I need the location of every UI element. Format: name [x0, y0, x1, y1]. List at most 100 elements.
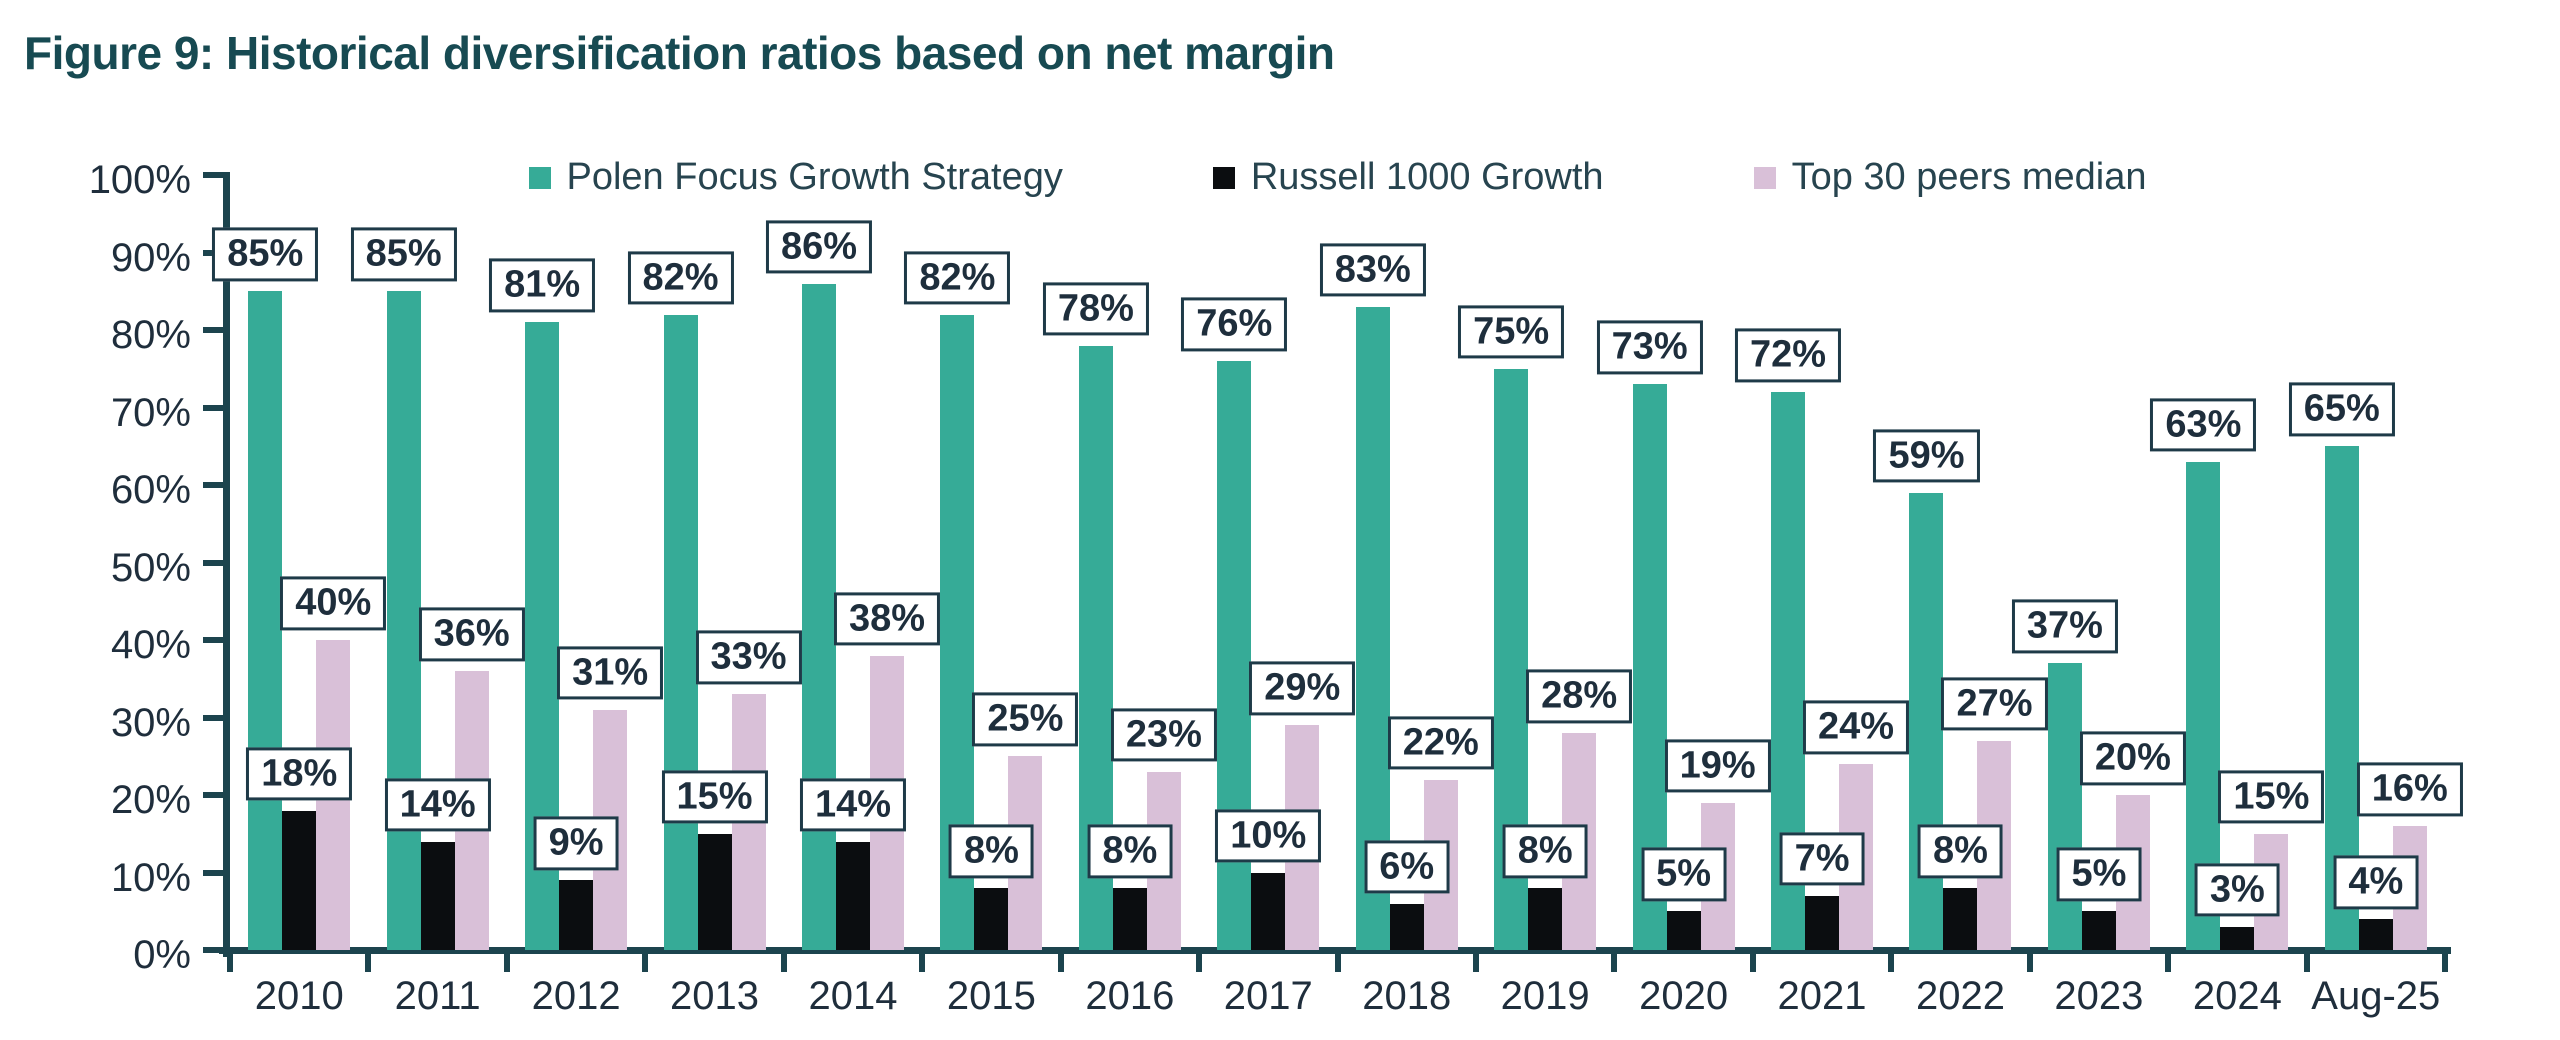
- y-tick-label: 80%: [110, 313, 191, 357]
- data-label-pink-2020: 19%: [1664, 739, 1771, 793]
- y-tick-label: 70%: [110, 390, 191, 435]
- data-label-teal-2020: 73%: [1596, 320, 1703, 375]
- legend-swatch-teal: [528, 166, 551, 189]
- y-axis-tick: [203, 792, 223, 798]
- x-axis-tick: [1196, 954, 1203, 972]
- bar-black-2023: [2081, 911, 2116, 950]
- y-tick-label: 40%: [110, 623, 191, 667]
- y-tick-label: 20%: [110, 778, 191, 822]
- data-label-teal-2011: 85%: [350, 227, 457, 282]
- y-axis-tick: [203, 947, 223, 953]
- data-label-pink-2019: 28%: [1526, 669, 1633, 723]
- data-label-black-2024: 3%: [2194, 863, 2280, 917]
- legend-label: Russell 1000 Growth: [1250, 156, 1604, 198]
- data-label-pink-2015: 25%: [972, 692, 1079, 747]
- figure-title: Figure 9: Historical diversification rat…: [24, 27, 1335, 79]
- data-label-black-2010: 18%: [246, 746, 353, 801]
- legend-item: Top 30 peers median: [1753, 156, 2147, 199]
- data-label-black-2019: 8%: [1502, 824, 1588, 878]
- bar-black-2016: [1112, 888, 1147, 950]
- data-label-teal-2018: 83%: [1319, 243, 1426, 297]
- data-label-pink-2017: 29%: [1249, 661, 1356, 716]
- bar-black-2015: [974, 888, 1009, 950]
- data-label-pink-2013: 33%: [695, 630, 802, 685]
- data-label-black-2015: 8%: [948, 824, 1034, 878]
- data-label-black-2022: 8%: [1918, 824, 2003, 878]
- data-label-black-2023: 5%: [2056, 847, 2142, 902]
- data-label-black-2021: 7%: [1779, 832, 1865, 886]
- bar-black-2014: [835, 841, 870, 950]
- x-tick-label: 2024: [2192, 974, 2282, 1018]
- data-label-black-2018: 6%: [1364, 839, 1450, 894]
- data-label-black-2014: 14%: [799, 777, 906, 832]
- data-label-pink-2024: 15%: [2218, 770, 2325, 824]
- data-label-pink-2018: 22%: [1387, 715, 1494, 770]
- legend-swatch-black: [1212, 166, 1235, 189]
- x-axis-tick: [365, 954, 372, 972]
- x-axis-tick: [1057, 954, 1064, 972]
- bar-teal-2011: [386, 291, 421, 950]
- data-label-teal-2023: 37%: [2011, 599, 2118, 654]
- bar-teal-2010: [248, 291, 283, 950]
- x-axis-tick: [780, 954, 787, 972]
- bar-black-2010: [282, 810, 317, 950]
- x-axis-tick: [2165, 954, 2172, 972]
- x-tick-label: 2011: [394, 974, 481, 1018]
- data-label-teal-2015: 82%: [904, 250, 1011, 305]
- data-label-black-2011: 14%: [384, 777, 491, 832]
- bar-black-2022: [1943, 888, 1978, 950]
- data-label-teal-2014: 86%: [765, 219, 872, 274]
- x-tick-label: 2019: [1500, 974, 1590, 1018]
- bar-black-2019: [1528, 888, 1563, 950]
- data-label-teal-2013: 82%: [627, 250, 734, 305]
- x-tick-label: 2013: [670, 974, 760, 1018]
- x-tick-label: 2012: [531, 974, 621, 1018]
- legend-label: Polen Focus Growth Strategy: [566, 156, 1063, 198]
- y-axis-line: [223, 172, 230, 957]
- y-axis-tick: [203, 482, 223, 488]
- data-label-teal-2010: 85%: [212, 227, 319, 282]
- x-axis-tick: [503, 954, 510, 972]
- bar-black-2011: [420, 841, 455, 950]
- data-label-teal-2024: 63%: [2150, 398, 2257, 452]
- x-tick-label: 2020: [1639, 974, 1729, 1018]
- x-tick-label: Aug-25: [2311, 974, 2441, 1018]
- data-label-black-Aug-25: 4%: [2333, 855, 2419, 909]
- legend-item: Polen Focus Growth Strategy: [528, 156, 1063, 199]
- data-label-teal-2012: 81%: [489, 258, 596, 313]
- bar-black-2013: [697, 833, 732, 950]
- data-label-pink-2014: 38%: [833, 591, 940, 646]
- legend-swatch-pink: [1753, 166, 1776, 189]
- x-axis-tick: [642, 954, 649, 972]
- bar-black-2024: [2220, 926, 2255, 950]
- data-label-black-2013: 15%: [661, 770, 768, 824]
- x-tick-label: 2010: [254, 974, 344, 1018]
- data-label-pink-2012: 31%: [557, 646, 664, 700]
- bar-black-2012: [559, 880, 594, 950]
- legend-label: Top 30 peers median: [1791, 156, 2147, 198]
- data-label-teal-2016: 78%: [1042, 281, 1149, 336]
- y-tick-label: 10%: [110, 855, 191, 900]
- y-tick-label: 100%: [88, 158, 191, 202]
- x-axis-tick: [227, 954, 233, 972]
- x-tick-label: 2016: [1085, 974, 1175, 1018]
- x-axis-tick: [1888, 954, 1895, 972]
- data-label-teal-Aug-25: 65%: [2288, 382, 2395, 437]
- data-label-black-2012: 9%: [533, 816, 619, 871]
- x-axis-tick: [2442, 954, 2448, 972]
- bar-black-2018: [1389, 903, 1424, 950]
- data-label-pink-2010: 40%: [280, 576, 387, 630]
- y-tick-label: 90%: [110, 235, 191, 280]
- y-axis-tick: [203, 714, 223, 721]
- x-axis-tick: [1749, 954, 1756, 972]
- bar-teal-2014: [801, 283, 836, 950]
- x-axis-tick: [2303, 954, 2310, 972]
- bar-teal-2023: [2047, 663, 2082, 950]
- data-label-black-2020: 5%: [1641, 847, 1727, 902]
- y-tick-label: 30%: [110, 700, 191, 745]
- data-label-pink-Aug-25: 16%: [2356, 762, 2463, 816]
- data-label-teal-2017: 76%: [1181, 297, 1288, 351]
- x-tick-label: 2021: [1777, 974, 1867, 1018]
- x-tick-label: 2014: [808, 974, 898, 1018]
